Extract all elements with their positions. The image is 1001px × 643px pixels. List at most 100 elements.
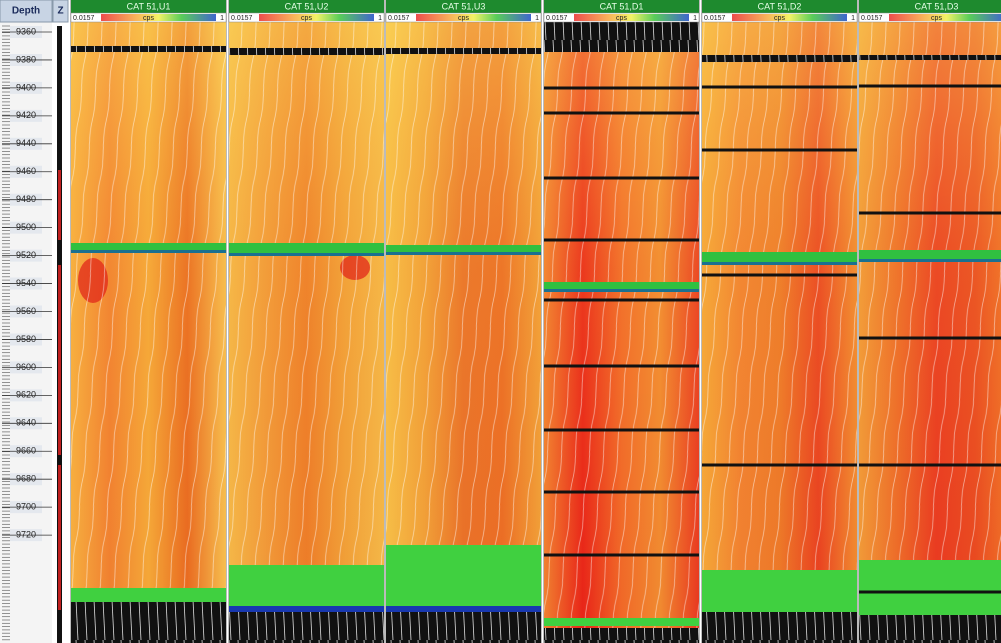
scale-max: 1 (693, 15, 697, 22)
bottom-black (544, 628, 699, 643)
z-segment (58, 265, 61, 455)
scale-bar (101, 14, 216, 21)
gap-line (544, 428, 699, 432)
green-band (702, 252, 857, 265)
green-band-edge (71, 250, 226, 253)
z-segment (58, 465, 61, 610)
depth-label: 9360 (16, 26, 36, 36)
bottom-black (702, 612, 857, 643)
scale-bar (889, 14, 1001, 21)
depth-label: 9660 (16, 446, 36, 456)
track: CAT 51,U2 0.0157 cps 1 (228, 0, 385, 643)
texture (71, 22, 226, 643)
green-band (544, 282, 699, 292)
bottom-green (71, 588, 226, 602)
track-title: CAT 51,U2 (285, 1, 329, 11)
gap-line (544, 238, 699, 242)
green-band (229, 243, 384, 256)
top-black (71, 46, 226, 52)
depth-header: Depth (12, 6, 40, 17)
gap-line (859, 84, 1001, 88)
depth-label: 9400 (16, 82, 36, 92)
bottom-black (229, 612, 384, 643)
gap-line (702, 273, 857, 277)
gap-line (544, 298, 699, 302)
depth-label: 9540 (16, 278, 36, 288)
green-band (71, 243, 226, 253)
top-black (544, 22, 699, 52)
depth-ruler: 9360 9380 9400 9420 9440 9460 9480 9500 9520 9540… (2, 25, 52, 641)
green-band-edge (859, 259, 1001, 262)
track: CAT 51,U1 0.0157 cps 1 (70, 0, 227, 643)
bottom-green (544, 618, 699, 626)
depth-label: 9600 (16, 362, 36, 372)
bottom-black (386, 612, 541, 643)
scale-bar (259, 14, 374, 21)
green-band-edge (229, 253, 384, 256)
green-band-edge (702, 262, 857, 265)
scale-min: 0.0157 (231, 15, 253, 22)
scale-max: 1 (220, 15, 224, 22)
bottom-blue (229, 606, 384, 612)
bottom-green (229, 565, 384, 606)
top-black (229, 48, 384, 55)
scale-bar (574, 14, 689, 21)
z-header-box (52, 0, 69, 23)
track-header (702, 0, 857, 13)
gap-line (859, 336, 1001, 340)
depth-label: 9680 (16, 474, 36, 484)
scale-max: 1 (378, 15, 382, 22)
depth-label: 9560 (16, 306, 36, 316)
depth-label: 9520 (16, 250, 36, 260)
track-title: CAT 51,D1 (600, 1, 644, 11)
gap-line (702, 463, 857, 467)
scale-bar (416, 14, 531, 21)
depth-header-box (0, 0, 53, 23)
scale-min: 0.0157 (546, 15, 568, 22)
gap-line (544, 176, 699, 180)
top-black (386, 48, 541, 54)
scale-unit: cps (301, 15, 312, 22)
track-title: CAT 51,U3 (442, 1, 486, 11)
texture (544, 22, 699, 643)
gap-line (544, 364, 699, 368)
depth-label: 9580 (16, 334, 36, 344)
gap-line (544, 86, 699, 90)
top-black (702, 55, 857, 62)
bottom-green (386, 545, 541, 606)
scale-unit: cps (458, 15, 469, 22)
top-black (859, 55, 1001, 60)
gap-line (859, 211, 1001, 215)
scale-unit: cps (931, 15, 942, 22)
track-title: CAT 51,D2 (758, 1, 802, 11)
depth-label: 9640 (16, 418, 36, 428)
track-header (229, 0, 384, 13)
gap-line (702, 85, 857, 89)
gap-line (544, 111, 699, 115)
depth-label: 9440 (16, 138, 36, 148)
depth-label: 9380 (16, 54, 36, 64)
texture (859, 22, 1001, 643)
scale-min: 0.0157 (861, 15, 883, 22)
depth-label: 9480 (16, 194, 36, 204)
bottom-black (71, 602, 226, 643)
bottom-green (859, 560, 1001, 615)
scale-max: 1 (535, 15, 539, 22)
gap-line (859, 463, 1001, 467)
depth-label: 9460 (16, 166, 36, 176)
depth-label: 9720 (16, 529, 36, 539)
scale-min: 0.0157 (388, 15, 410, 22)
gap-line (544, 553, 699, 557)
scale-unit: cps (143, 15, 154, 22)
green-band-edge (386, 252, 541, 255)
track: CAT 51,D1 0.0157 cps 1 (543, 0, 700, 643)
z-header: Z (57, 6, 63, 17)
z-segment (58, 170, 61, 240)
gap-line (859, 590, 1001, 594)
gap-line (702, 148, 857, 152)
scale-max: 1 (851, 15, 855, 22)
green-band-edge (544, 289, 699, 292)
